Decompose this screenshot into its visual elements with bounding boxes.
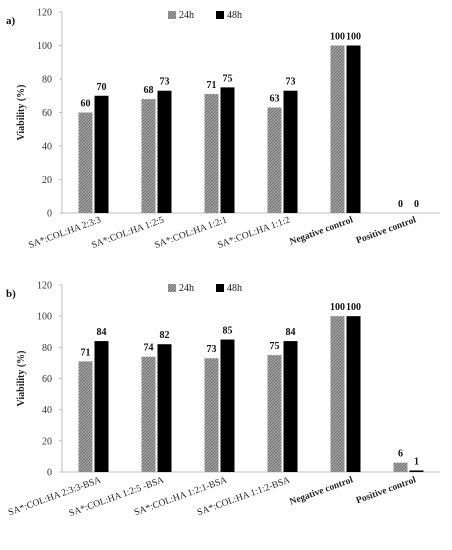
y-tick-label: 60 [42, 374, 52, 385]
y-tick-label: 0 [47, 468, 52, 479]
data-label: 100 [346, 32, 361, 43]
legend-label: 24h [179, 10, 194, 21]
data-label: 74 [144, 343, 154, 354]
y-tick-label: 100 [37, 41, 52, 52]
data-label: 73 [286, 77, 296, 88]
bar-48h-4 [346, 316, 361, 472]
y-tick-label: 40 [42, 405, 52, 416]
y-tick-label: 0 [47, 209, 52, 220]
y-tick-label: 40 [42, 142, 52, 153]
bar-48h-5 [409, 470, 424, 472]
data-label: 100 [330, 302, 345, 313]
bar-24h-0 [78, 112, 93, 213]
bar-24h-4 [330, 316, 345, 472]
data-label: 0 [398, 199, 403, 210]
data-label: 84 [97, 327, 107, 338]
legend-swatch-1 [216, 284, 224, 292]
data-label: 100 [346, 302, 361, 313]
bar-48h-1 [157, 344, 172, 472]
category-label: Positive control [355, 215, 418, 246]
y-tick-label: 120 [37, 281, 52, 292]
legend-label: 48h [227, 10, 242, 21]
data-label: 84 [286, 327, 296, 338]
data-label: 73 [207, 344, 217, 355]
data-label: 60 [81, 99, 91, 110]
data-label: 70 [97, 82, 107, 93]
bar-24h-3 [267, 355, 282, 472]
category-label: Positive control [355, 475, 418, 506]
panel-label: b) [6, 288, 16, 300]
panel-label: a) [6, 15, 16, 27]
bar-48h-3 [283, 90, 298, 213]
category-label: Negative control [289, 215, 355, 247]
data-label: 71 [81, 347, 91, 358]
y-axis-title: Viability (%) [16, 84, 27, 140]
legend-label: 48h [227, 283, 242, 294]
legend-swatch-0 [168, 284, 176, 292]
bar-48h-1 [157, 90, 172, 213]
bar-48h-0 [94, 341, 109, 472]
data-label: 63 [270, 93, 280, 104]
chart-panel-a: a) 0 20 40 60 80 100 120 Viability (%) 60 70 SA*:CO… [6, 8, 440, 251]
bar-48h-2 [220, 87, 235, 213]
bar-48h-3 [283, 341, 298, 472]
bar-24h-1 [141, 99, 156, 213]
y-tick-label: 20 [42, 436, 52, 447]
category-label: SA*:COL:HA 1:1:2 [216, 215, 291, 251]
bar-24h-5 [393, 462, 408, 472]
data-label: 82 [160, 330, 170, 341]
y-tick-label: 80 [42, 343, 52, 354]
bar-48h-0 [94, 95, 109, 213]
bar-24h-0 [78, 361, 93, 472]
bar-24h-4 [330, 45, 345, 213]
data-label: 100 [330, 32, 345, 43]
bar-48h-2 [220, 339, 235, 472]
data-label: 85 [223, 326, 233, 337]
data-label: 75 [223, 73, 233, 84]
data-label: 71 [207, 80, 217, 91]
y-tick-label: 20 [42, 175, 52, 186]
data-label: 1 [414, 456, 419, 467]
legend-swatch-0 [168, 11, 176, 19]
data-label: 68 [144, 85, 154, 96]
data-label: 0 [414, 199, 419, 210]
data-label: 75 [270, 341, 280, 352]
bar-24h-2 [204, 94, 219, 213]
bar-24h-1 [141, 356, 156, 472]
y-tick-label: 60 [42, 108, 52, 119]
bar-24h-3 [267, 107, 282, 213]
data-label: 6 [398, 449, 403, 460]
bar-48h-4 [346, 45, 361, 213]
category-label: Negative control [289, 475, 355, 507]
bar-24h-2 [204, 358, 219, 472]
y-tick-label: 120 [37, 8, 52, 19]
y-tick-label: 80 [42, 75, 52, 86]
y-axis-title: Viability (%) [16, 350, 27, 406]
y-tick-label: 100 [37, 312, 52, 323]
legend-swatch-1 [216, 11, 224, 19]
legend-label: 24h [179, 283, 194, 294]
data-label: 73 [160, 77, 170, 88]
